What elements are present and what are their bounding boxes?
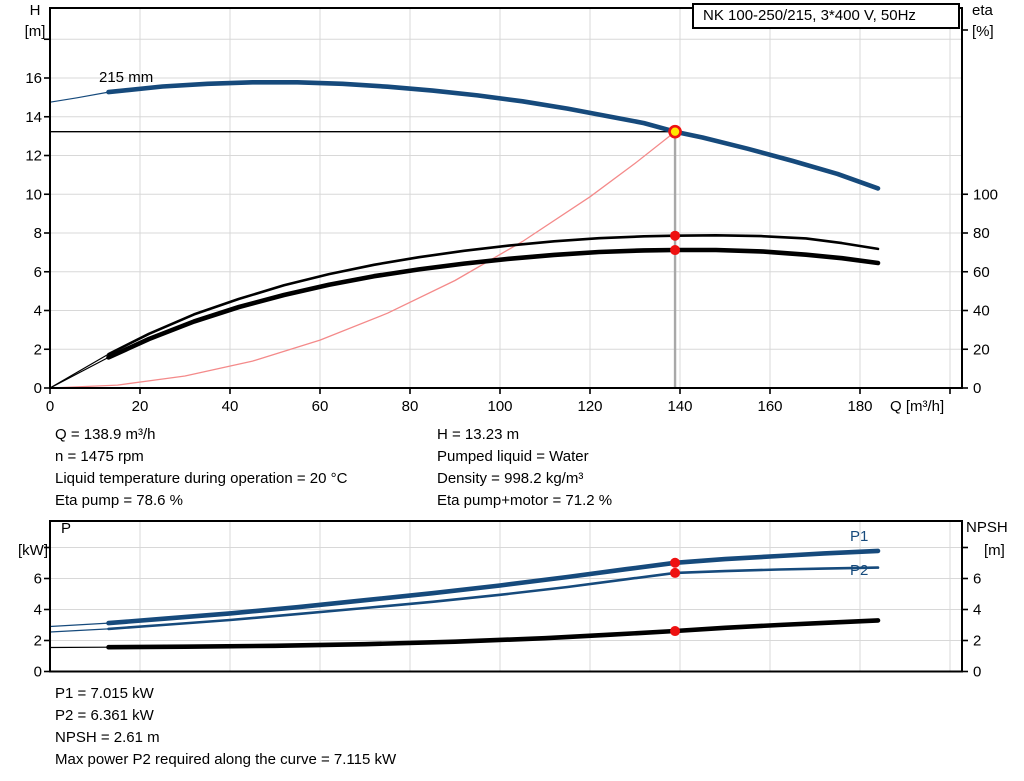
p2-lead-curve (49, 628, 110, 633)
npsh-tick-label: 4 (973, 602, 981, 619)
q-tick-label: 60 (312, 398, 329, 415)
h-tick-label: 2 (34, 341, 42, 358)
h-tick-label: 6 (34, 264, 42, 281)
p-tick-label: 2 (34, 633, 42, 650)
pump-title-box: NK 100-250/215, 3*400 V, 50Hz (692, 3, 960, 29)
p-tick-label: 6 (34, 571, 42, 588)
q-tick-label: 100 (487, 398, 512, 415)
eta-tick-label: 100 (973, 186, 998, 203)
duty-highlight-dot (670, 567, 681, 578)
h-tick-label: 0 (34, 380, 42, 397)
q-tick-label: 40 (222, 398, 239, 415)
npsh-tick-label: 2 (973, 633, 981, 650)
eta-pump-curve (107, 234, 880, 356)
duty-point-marker[interactable] (668, 124, 682, 139)
eta-pump-motor-lead-curve (49, 356, 110, 389)
head-215mm-lead-curve (49, 91, 110, 103)
impeller-size-label: 215 mm (99, 69, 154, 86)
h-tick-label: 4 (34, 303, 42, 320)
npsh-tick-label: 6 (973, 571, 981, 588)
duty-highlight-dot (670, 245, 681, 256)
h-tick-label: 8 (34, 225, 42, 242)
info-p1: P1 = 7.015 kW (55, 685, 154, 702)
eta-pump-motor-curve (106, 247, 881, 360)
duty-highlight-dot (670, 230, 681, 241)
p-axis-title: P (60, 520, 71, 537)
q-tick-label: 160 (757, 398, 782, 415)
duty-highlight-dot (670, 626, 681, 637)
q-tick-label: 0 (46, 398, 54, 415)
info-liquid-temp: Liquid temperature during operation = 20… (55, 470, 348, 487)
eta-tick-label: 60 (973, 264, 990, 281)
h-tick-label: 14 (25, 109, 42, 126)
duty-highlight-dot (670, 557, 681, 568)
npsh-curve (106, 618, 881, 650)
system-curve-curve (49, 131, 676, 389)
q-tick-label: 20 (132, 398, 149, 415)
power-info: P1 = 7.015 kW P2 = 6.361 kW NPSH = 2.61 … (55, 683, 396, 771)
info-density: Density = 998.2 kg/m³ (437, 470, 584, 487)
duty-info-left: Q = 138.9 m³/h n = 1475 rpm Liquid tempe… (55, 424, 347, 512)
q-tick-label: 80 (402, 398, 419, 415)
duty-info-right: H = 13.23 m Pumped liquid = Water Densit… (437, 424, 612, 512)
eta-tick-label: 20 (973, 341, 990, 358)
info-npsh: NPSH = 2.61 m (55, 729, 160, 746)
q-tick-label: 120 (577, 398, 602, 415)
info-max-power: Max power P2 required along the curve = … (55, 751, 397, 768)
eta-axis-unit: [%] (972, 23, 994, 40)
info-eta-pump-motor: Eta pump+motor = 71.2 % (437, 492, 613, 509)
p1-curve-label: P1 (850, 528, 869, 545)
info-head: H = 13.23 m (437, 426, 520, 443)
info-flow: Q = 138.9 m³/h (55, 426, 156, 443)
npsh-tick-label: 0 (973, 664, 981, 681)
eta-tick-label: 40 (973, 303, 990, 320)
p2-curve (107, 566, 880, 631)
eta-tick-label: 80 (973, 225, 990, 242)
h-axis-unit: [m] (24, 23, 46, 40)
p-tick-label: 4 (34, 602, 42, 619)
p1-lead-curve (49, 622, 110, 628)
head-215mm-curve (106, 80, 881, 191)
p2-curve-label: P2 (850, 562, 869, 579)
npsh-axis-unit: [m] (984, 542, 1005, 559)
info-p2: P2 = 6.361 kW (55, 707, 154, 724)
q-tick-label: 140 (667, 398, 692, 415)
q-tick-label: 180 (847, 398, 872, 415)
info-eta-pump: Eta pump = 78.6 % (55, 492, 183, 509)
eta-axis-title: eta (972, 2, 993, 19)
eta-tick-label: 0 (973, 380, 981, 397)
h-tick-label: 10 (25, 186, 42, 203)
h-tick-label: 12 (25, 148, 42, 165)
p-axis-unit: [kW] (18, 542, 48, 559)
npsh-axis-title: NPSH (966, 519, 1008, 536)
h-axis-title: H (29, 2, 41, 19)
h-tick-label: 16 (25, 70, 42, 87)
p1-curve (106, 548, 881, 626)
info-speed: n = 1475 rpm (55, 448, 144, 465)
info-pumped-liquid: Pumped liquid = Water (437, 448, 589, 465)
q-axis-unit-label: Q [m³/h] (890, 398, 944, 415)
p-tick-label: 0 (34, 664, 42, 681)
